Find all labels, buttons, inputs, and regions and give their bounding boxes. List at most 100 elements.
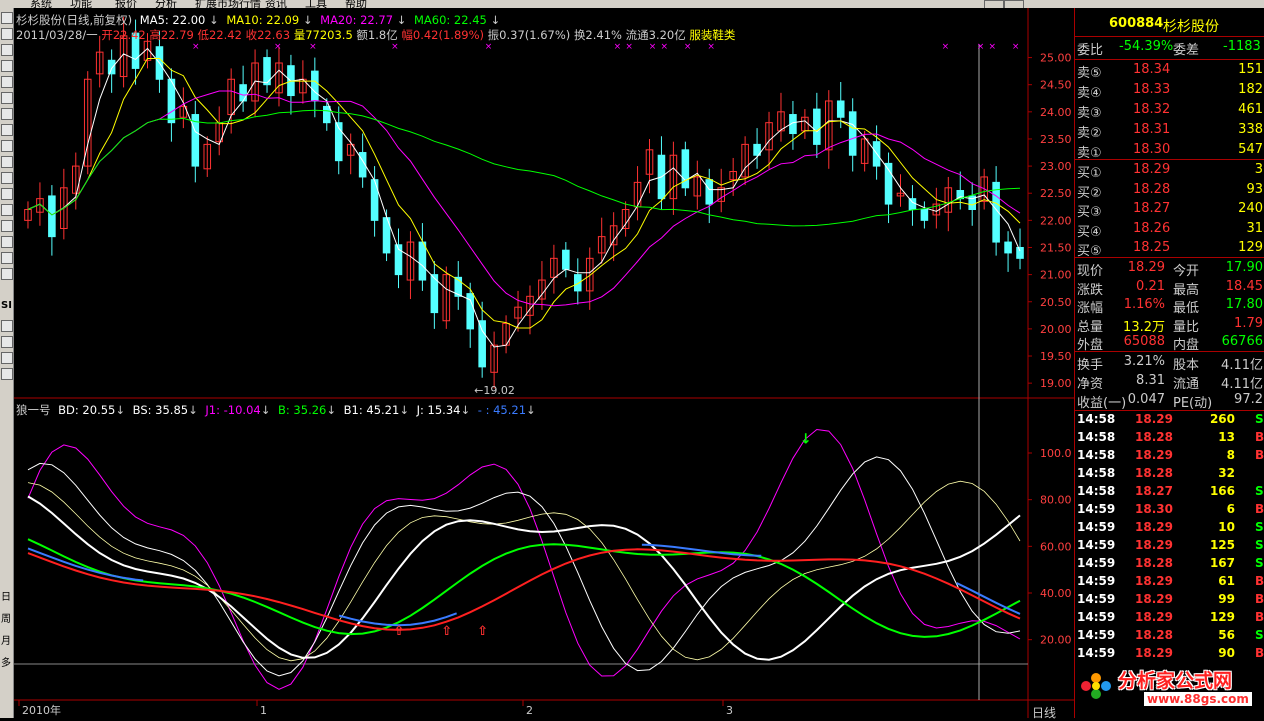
candle-up — [669, 154, 678, 200]
menu-help[interactable]: 帮助 — [345, 0, 367, 8]
tool-icon[interactable] — [1, 156, 13, 168]
bid-row: 买② 18.28 93 — [1075, 182, 1264, 201]
ask-label: 卖① — [1077, 146, 1102, 161]
tick-row: 14:58 18.27 166 S — [1075, 484, 1264, 502]
bid-row: 买⑤ 18.25 129 — [1075, 240, 1264, 259]
price-axis-label: 23.00 — [1040, 160, 1072, 173]
menu-tools[interactable]: 工具 — [305, 0, 327, 8]
tick-volume: 90 — [1218, 646, 1235, 660]
tool-icon[interactable] — [1, 188, 13, 200]
tool-icon[interactable] — [1, 204, 13, 216]
tool-label-week[interactable]: 周 — [1, 614, 11, 625]
candle-up — [597, 236, 606, 254]
logo-url: www.88gs.com — [1144, 692, 1252, 706]
tick-volume: 61 — [1218, 574, 1235, 588]
minimize-button[interactable] — [984, 0, 1004, 8]
stat-label: 股本 — [1173, 358, 1200, 373]
weicha-label: 委差 — [1173, 43, 1200, 58]
indicator-j: J: 15.34 — [416, 403, 461, 417]
tool-label-multi[interactable]: 多 — [1, 658, 11, 669]
tool-icon[interactable] — [1, 220, 13, 232]
tick-volume: 56 — [1218, 628, 1235, 642]
tick-side: B — [1255, 592, 1264, 606]
indicator-header: 狼一号 BD: 20.55↓ BS: 35.85↓ J1: -10.04↓ B:… — [16, 403, 536, 417]
candle-up — [119, 35, 128, 78]
candle-up — [717, 187, 726, 202]
tool-icon[interactable] — [1, 172, 13, 184]
tick-row: 14:58 18.29 260 S — [1075, 412, 1264, 430]
tick-row: 14:59 18.30 6 B — [1075, 502, 1264, 520]
kline-chart[interactable]: 25.00 24.50 24.00 23.50 23.00 22.50 22.00 21.50… — [14, 8, 1074, 718]
candle-up — [143, 40, 152, 61]
tick-time: 14:58 — [1077, 448, 1116, 462]
tool-icon[interactable] — [1, 76, 13, 88]
ask-volume: 182 — [1238, 82, 1263, 97]
tool-icon[interactable] — [1, 108, 13, 120]
tool-label-month[interactable]: 月 — [1, 636, 11, 647]
menu-system[interactable]: 系统 — [30, 0, 52, 8]
candle-down — [789, 114, 797, 135]
sell-arrow-icon: ↓ — [800, 432, 812, 448]
menu-quote[interactable]: 报价 — [115, 0, 137, 8]
price-axis-label: 20.50 — [1040, 296, 1072, 309]
tool-label-day[interactable]: 日 — [1, 592, 11, 603]
indicator-bd: BD: 20.55 — [58, 403, 116, 417]
b-line — [27, 538, 1021, 638]
price-axis-label: 22.50 — [1040, 187, 1072, 200]
tool-icon[interactable] — [1, 60, 13, 72]
candle-up — [227, 78, 235, 116]
restore-button[interactable] — [1004, 0, 1024, 8]
menu-info[interactable]: 资讯 — [265, 0, 287, 8]
candle-down — [1016, 246, 1024, 259]
menu-analysis[interactable]: 分析 — [155, 0, 177, 8]
ma60-label: MA60: 22.45 — [413, 13, 487, 27]
b1-line — [27, 480, 1021, 662]
tool-icon[interactable] — [1, 28, 13, 40]
candle-down — [107, 59, 116, 75]
stat-label: 内盘 — [1173, 338, 1200, 353]
price-axis-label: 24.50 — [1040, 79, 1072, 92]
low-price-marker: ←19.02 — [474, 384, 515, 397]
ask-label: 卖③ — [1077, 106, 1102, 121]
chart-area[interactable]: 25.00 24.50 24.00 23.50 23.00 22.50 22.00 21.50… — [14, 8, 1074, 721]
tick-row: 14:59 18.28 56 S — [1075, 628, 1264, 646]
site-logo: 分析家公式网 www.88gs.com — [1068, 660, 1264, 716]
tool-icon[interactable] — [1, 236, 13, 248]
tool-icon[interactable] — [1, 140, 13, 152]
candle-down — [430, 274, 439, 314]
tool-icon[interactable] — [1, 336, 13, 348]
stat-label: 净资 — [1077, 377, 1104, 392]
tool-icon[interactable] — [1, 252, 13, 264]
candle-down — [813, 108, 821, 145]
tool-icon[interactable] — [1, 320, 13, 332]
weibi-label: 委比 — [1077, 43, 1104, 58]
candle-up — [514, 306, 522, 319]
tool-icon[interactable] — [1, 368, 13, 380]
logo-graphic — [1081, 673, 1111, 699]
menu-ext-market[interactable]: 扩展市场行情 — [195, 0, 261, 8]
ask-price: 18.32 — [1133, 102, 1171, 117]
stat-value: 66766 — [1221, 334, 1263, 349]
tick-price: 18.29 — [1135, 412, 1173, 426]
bid-row: 买① 18.29 3 — [1075, 162, 1264, 181]
candle-up — [896, 192, 905, 197]
tool-icon[interactable] — [1, 12, 13, 24]
signal-marker: × — [977, 42, 985, 52]
ask-volume: 461 — [1238, 102, 1263, 117]
tool-icon[interactable] — [1, 92, 13, 104]
tick-side: B — [1255, 430, 1264, 444]
tool-icon[interactable] — [1, 44, 13, 56]
tool-icon[interactable] — [1, 124, 13, 136]
ask-price: 18.30 — [1133, 142, 1171, 157]
signal-marker: × — [988, 42, 996, 52]
bar-sector: 服装鞋类 — [689, 28, 736, 42]
stat-row: 涨跌 0.21 最高 18.45 — [1075, 279, 1264, 298]
menu-function[interactable]: 功能 — [70, 0, 92, 8]
stat-label: 总量 — [1077, 319, 1104, 335]
tool-label-si[interactable]: SI — [1, 300, 12, 311]
tick-side: B — [1255, 610, 1264, 624]
period-label[interactable]: 日线 — [1032, 704, 1057, 721]
tool-icon[interactable] — [1, 352, 13, 364]
tool-icon[interactable] — [1, 268, 13, 280]
candle-down — [848, 111, 857, 156]
